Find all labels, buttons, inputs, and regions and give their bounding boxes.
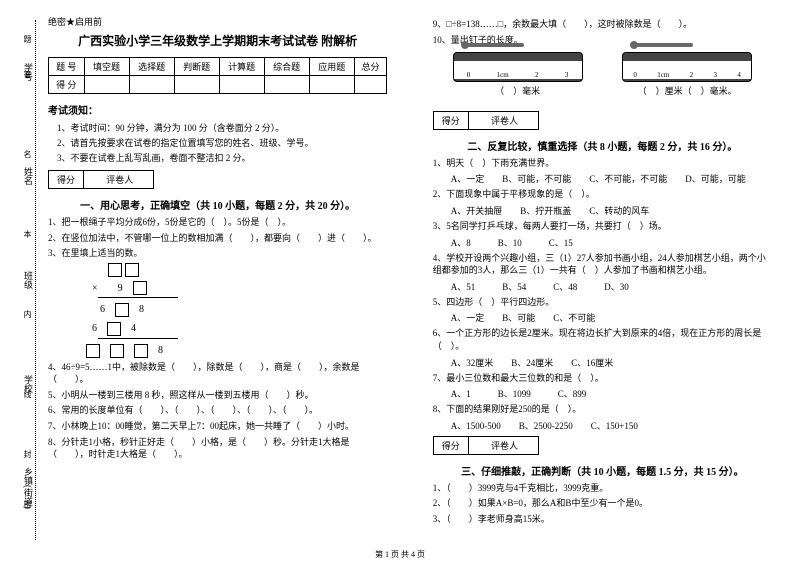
- section2-head: 二、反复比较，慎重选择（共 8 小题，每题 2 分，共 16 分）。: [433, 138, 772, 153]
- th-7: 总分: [354, 58, 386, 76]
- ruler-1: 0 1cm 2 3: [453, 52, 583, 82]
- nail-2: [633, 43, 693, 47]
- q1-7: 7、小林晚上10：00睡觉，第二天早上7：00起床，她一共睡了（ ）小时。: [48, 420, 387, 433]
- th-6: 应用题: [309, 58, 354, 76]
- page-content: 绝密★启用前 广西实验小学三年级数学上学期期末考试试卷 附解析 题 号 填空题 …: [0, 0, 800, 565]
- seal-char-2: 名: [22, 150, 33, 158]
- seal-char-4: 内: [22, 310, 33, 318]
- q2-3: 3、5名同学打乒乓球，每两人要打一场，共要打（ ）场。: [433, 220, 772, 233]
- label-class: 班级: [5, 255, 35, 305]
- score-label: 得分: [49, 171, 84, 188]
- ruler-1-label: （ ）毫米: [453, 85, 583, 98]
- q2-2: 2、下面现象中属于平移现象的是（ ）。: [433, 188, 772, 201]
- label-school: 学校: [5, 359, 35, 409]
- ruler-2: 0 1cm 2 3 4: [622, 52, 752, 82]
- q3-1: 1、（ ）3999克与4千克相比，3999克重。: [433, 482, 772, 495]
- q2-6: 6、一个正方形的边长是2厘米。现在将边长扩大到原来的4倍，现在正方形的周长是（ …: [433, 327, 772, 352]
- q1-6: 6、常用的长度单位有（ ）、（ ）、（ ）、（ ）、（ ）。: [48, 404, 387, 417]
- instr-3: 3、不要在试卷上乱写乱画，卷面不整洁扣 2 分。: [48, 151, 387, 164]
- th-4: 计算题: [219, 58, 264, 76]
- q1-2: 2、在竖位加法中，不管哪一位上的数相加满（ ），都要向（ ）进（ ）。: [48, 232, 387, 245]
- nail-1: [464, 43, 524, 47]
- seal-char-7: 密: [22, 500, 33, 508]
- grader-label-3: 评卷人: [471, 437, 538, 454]
- q2-7: 7、最小三位数和最大三位数的和是（ ）。: [433, 372, 772, 385]
- q1-3: 3、在里填上适当的数。: [48, 247, 387, 260]
- right-column: 9、□÷8=138……□，余数最大填（ ），这时被除数是（ ）。 10、量出钉子…: [425, 15, 780, 555]
- q1-1: 1、把一根绳子平均分成6份，5份是它的（ ）。5份是（ ）。: [48, 216, 387, 229]
- th-0: 题 号: [49, 58, 85, 76]
- q3-3: 3、（ ）李老师身高15米。: [433, 513, 772, 526]
- q2-8-opts: A、1500-500 B、2500-2250 C、150+150: [451, 419, 772, 432]
- grader-label: 评卷人: [86, 171, 153, 188]
- row-score-label: 得 分: [49, 76, 85, 94]
- q2-4: 4、学校开设两个兴趣小组，三（1）27人参加书画小组，24人参加棋艺小组，两个小…: [433, 252, 772, 277]
- th-5: 综合题: [264, 58, 309, 76]
- q2-5: 5、四边形（ ）平行四边形。: [433, 296, 772, 309]
- left-column: 绝密★启用前 广西实验小学三年级数学上学期期末考试试卷 附解析 题 号 填空题 …: [40, 15, 395, 555]
- label-name: 姓名: [5, 151, 35, 201]
- q2-1: 1、明天（ ）下雨充满世界。: [433, 157, 772, 170]
- th-2: 选择题: [129, 58, 174, 76]
- ruler-2-label: （ ）厘米（ ）毫米。: [622, 85, 752, 98]
- grader-label-2: 评卷人: [471, 112, 538, 129]
- q1-4: 4、46÷9=5……1中，被除数是（ ），除数是（ ），商是（ ），余数是（ ）…: [48, 361, 387, 386]
- score-label-3: 得分: [434, 437, 469, 454]
- binding-line: [35, 20, 36, 540]
- section-score-box-3: 得分 评卷人: [433, 436, 539, 455]
- q2-3-opts: A、8 B、10 C、15: [451, 236, 772, 249]
- section3-head: 三、仔细推敲，正确判断（共 10 小题，每题 1.5 分，共 15 分）。: [433, 463, 772, 478]
- rulers: 0 1cm 2 3 （ ）毫米 0 1cm 2 3 4: [433, 52, 772, 101]
- section-score-box-2: 得分 评卷人: [433, 111, 539, 130]
- side-labels: 学号 姓名 班级 学校 乡镇(街道): [5, 20, 35, 540]
- q1-9: 9、□÷8=138……□，余数最大填（ ），这时被除数是（ ）。: [433, 18, 772, 31]
- q2-6-opts: A、32厘米 B、24厘米 C、16厘米: [451, 356, 772, 369]
- score-table: 题 号 填空题 选择题 判断题 计算题 综合题 应用题 总分 得 分: [48, 57, 387, 94]
- confidential-label: 绝密★启用前: [48, 15, 387, 28]
- q1-8: 8、分针走1小格，秒针正好走（ ）小格，是（ ）秒。分针走1大格是（ ），时针走…: [48, 436, 387, 461]
- th-3: 判断题: [174, 58, 219, 76]
- instructions-title: 考试须知：: [48, 102, 387, 117]
- page-footer: 第 1 页 共 4 页: [0, 549, 800, 560]
- ruler-1-block: 0 1cm 2 3 （ ）毫米: [453, 52, 583, 101]
- seal-char-0: 题: [22, 35, 33, 43]
- q2-8: 8、下面的结果刚好是250的是（ ）。: [433, 403, 772, 416]
- q2-7-opts: A、1 B、1099 C、899: [451, 387, 772, 400]
- score-label-2: 得分: [434, 112, 469, 129]
- seal-char-6: 封: [22, 450, 33, 458]
- q2-2-opts: A、开关抽屉 B、拧开瓶盖 C、转动的风车: [451, 204, 772, 217]
- seal-char-1: 答: [22, 70, 33, 78]
- q2-1-opts: A、一定 B、可能，不可能 C、不可能，不可能 D、可能，可能: [451, 172, 772, 185]
- section-score-box: 得分 评卷人: [48, 170, 154, 189]
- seal-char-5: 线: [22, 390, 33, 398]
- instr-2: 2、请首先按要求在试卷的指定位置填写您的姓名、班级、学号。: [48, 136, 387, 149]
- exam-title: 广西实验小学三年级数学上学期期末考试试卷 附解析: [48, 32, 387, 49]
- q2-5-opts: A、一定 B、可能 C、不可能: [451, 311, 772, 324]
- ruler-2-block: 0 1cm 2 3 4 （ ）厘米（ ）毫米。: [622, 52, 752, 101]
- section1-head: 一、用心思考，正确填空（共 10 小题，每题 2 分，共 20 分）。: [48, 197, 387, 212]
- q1-5: 5、小明从一楼到三楼用 8 秒，照这样从一楼到五楼用（ ）秒。: [48, 389, 387, 402]
- q3-2: 2、（ ）如果A×B=0，那么A和B中至少有一个是0。: [433, 497, 772, 510]
- instr-1: 1、考试时间：90 分钟，满分为 100 分（含卷面分 2 分）。: [48, 121, 387, 134]
- q2-4-opts: A、51 B、54 C、48 D、30: [451, 280, 772, 293]
- th-1: 填空题: [84, 58, 129, 76]
- seal-char-3: 本: [22, 230, 33, 238]
- vertical-multiplication: × 9 6 8 6 4 8: [78, 263, 387, 358]
- instructions-list: 1、考试时间：90 分钟，满分为 100 分（含卷面分 2 分）。 2、请首先按…: [48, 121, 387, 164]
